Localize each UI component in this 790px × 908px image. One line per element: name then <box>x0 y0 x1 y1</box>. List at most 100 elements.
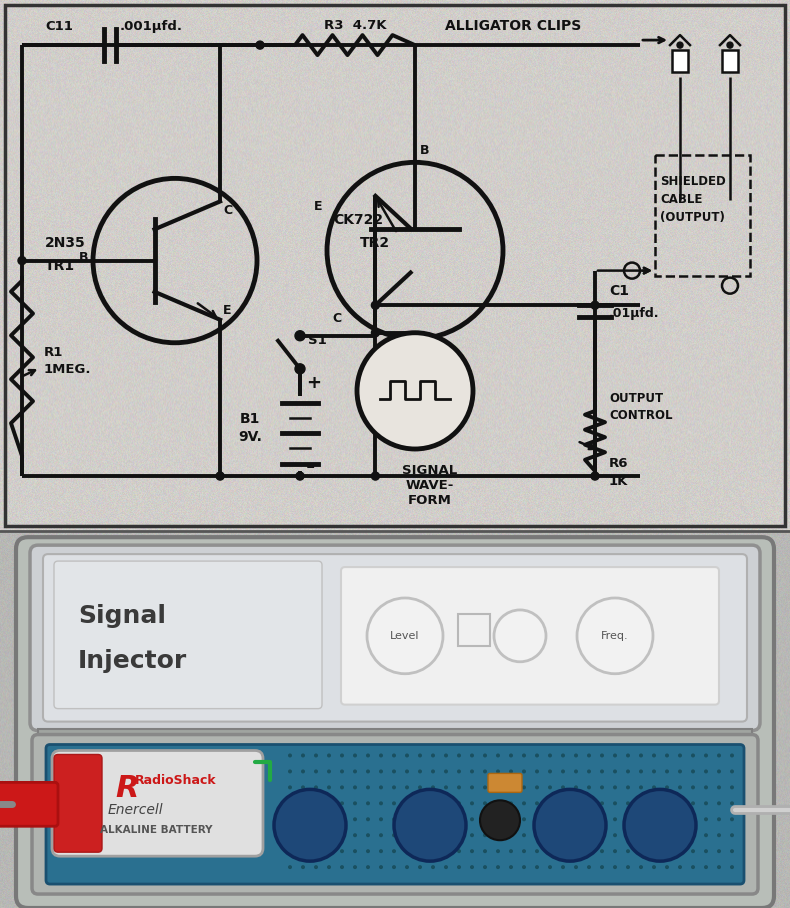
Circle shape <box>626 817 630 821</box>
FancyBboxPatch shape <box>43 554 747 722</box>
FancyBboxPatch shape <box>30 545 760 731</box>
Circle shape <box>431 865 435 869</box>
Text: B: B <box>78 252 88 264</box>
Circle shape <box>379 849 383 854</box>
Circle shape <box>470 769 474 774</box>
Circle shape <box>704 849 708 854</box>
Circle shape <box>314 785 318 789</box>
Circle shape <box>314 834 318 837</box>
Text: Enercell: Enercell <box>108 804 164 817</box>
Circle shape <box>535 769 539 774</box>
Text: RadioShack: RadioShack <box>135 774 216 787</box>
Circle shape <box>626 834 630 837</box>
Circle shape <box>613 785 617 789</box>
Circle shape <box>665 849 669 854</box>
Bar <box>655 155 750 276</box>
Circle shape <box>577 598 653 674</box>
Circle shape <box>639 817 643 821</box>
Text: Level: Level <box>390 631 419 641</box>
Circle shape <box>548 754 552 757</box>
Circle shape <box>366 769 370 774</box>
Circle shape <box>509 785 513 789</box>
Circle shape <box>574 849 578 854</box>
Circle shape <box>704 769 708 774</box>
Text: S1: S1 <box>308 334 327 347</box>
Circle shape <box>652 865 656 869</box>
Circle shape <box>216 472 224 480</box>
Circle shape <box>418 769 422 774</box>
Circle shape <box>704 817 708 821</box>
Circle shape <box>730 849 734 854</box>
Circle shape <box>717 802 721 805</box>
Circle shape <box>392 865 396 869</box>
Text: .01μfd.: .01μfd. <box>609 307 660 321</box>
Circle shape <box>613 769 617 774</box>
Circle shape <box>295 331 305 340</box>
Circle shape <box>561 817 565 821</box>
Circle shape <box>730 769 734 774</box>
Text: FORM: FORM <box>408 494 452 507</box>
Circle shape <box>444 865 448 869</box>
Circle shape <box>457 754 461 757</box>
Circle shape <box>353 865 357 869</box>
Circle shape <box>548 785 552 789</box>
Circle shape <box>639 785 643 789</box>
Text: Signal: Signal <box>78 604 166 628</box>
Circle shape <box>613 802 617 805</box>
Circle shape <box>652 817 656 821</box>
Circle shape <box>626 849 630 854</box>
Circle shape <box>392 754 396 757</box>
Circle shape <box>535 849 539 854</box>
Circle shape <box>301 849 305 854</box>
Circle shape <box>665 802 669 805</box>
Circle shape <box>314 754 318 757</box>
Circle shape <box>470 834 474 837</box>
Circle shape <box>470 865 474 869</box>
Circle shape <box>444 802 448 805</box>
Circle shape <box>379 865 383 869</box>
Circle shape <box>509 754 513 757</box>
Circle shape <box>691 834 695 837</box>
Circle shape <box>574 865 578 869</box>
Circle shape <box>730 785 734 789</box>
Circle shape <box>587 834 591 837</box>
Circle shape <box>418 802 422 805</box>
Circle shape <box>574 754 578 757</box>
Circle shape <box>691 785 695 789</box>
Circle shape <box>295 364 305 374</box>
Circle shape <box>483 849 487 854</box>
Circle shape <box>587 802 591 805</box>
Circle shape <box>371 301 379 310</box>
Circle shape <box>366 834 370 837</box>
Circle shape <box>314 769 318 774</box>
Circle shape <box>288 785 292 789</box>
Text: 1K: 1K <box>609 475 628 488</box>
Circle shape <box>509 834 513 837</box>
Circle shape <box>457 785 461 789</box>
Text: +: + <box>306 374 321 392</box>
Circle shape <box>431 754 435 757</box>
Circle shape <box>340 785 344 789</box>
Circle shape <box>613 817 617 821</box>
Text: CABLE: CABLE <box>660 193 702 206</box>
Text: TR1: TR1 <box>45 259 75 272</box>
Circle shape <box>548 769 552 774</box>
Circle shape <box>483 817 487 821</box>
Circle shape <box>444 849 448 854</box>
Circle shape <box>704 802 708 805</box>
Circle shape <box>379 785 383 789</box>
Circle shape <box>327 865 331 869</box>
Circle shape <box>496 754 500 757</box>
Circle shape <box>678 865 682 869</box>
Circle shape <box>600 865 604 869</box>
Circle shape <box>256 41 264 49</box>
Circle shape <box>392 817 396 821</box>
Circle shape <box>392 834 396 837</box>
Circle shape <box>587 769 591 774</box>
Text: C11: C11 <box>45 20 73 33</box>
Circle shape <box>591 301 599 310</box>
Circle shape <box>600 754 604 757</box>
Circle shape <box>548 834 552 837</box>
Text: 1MEG.: 1MEG. <box>44 363 92 376</box>
Bar <box>458 614 490 646</box>
